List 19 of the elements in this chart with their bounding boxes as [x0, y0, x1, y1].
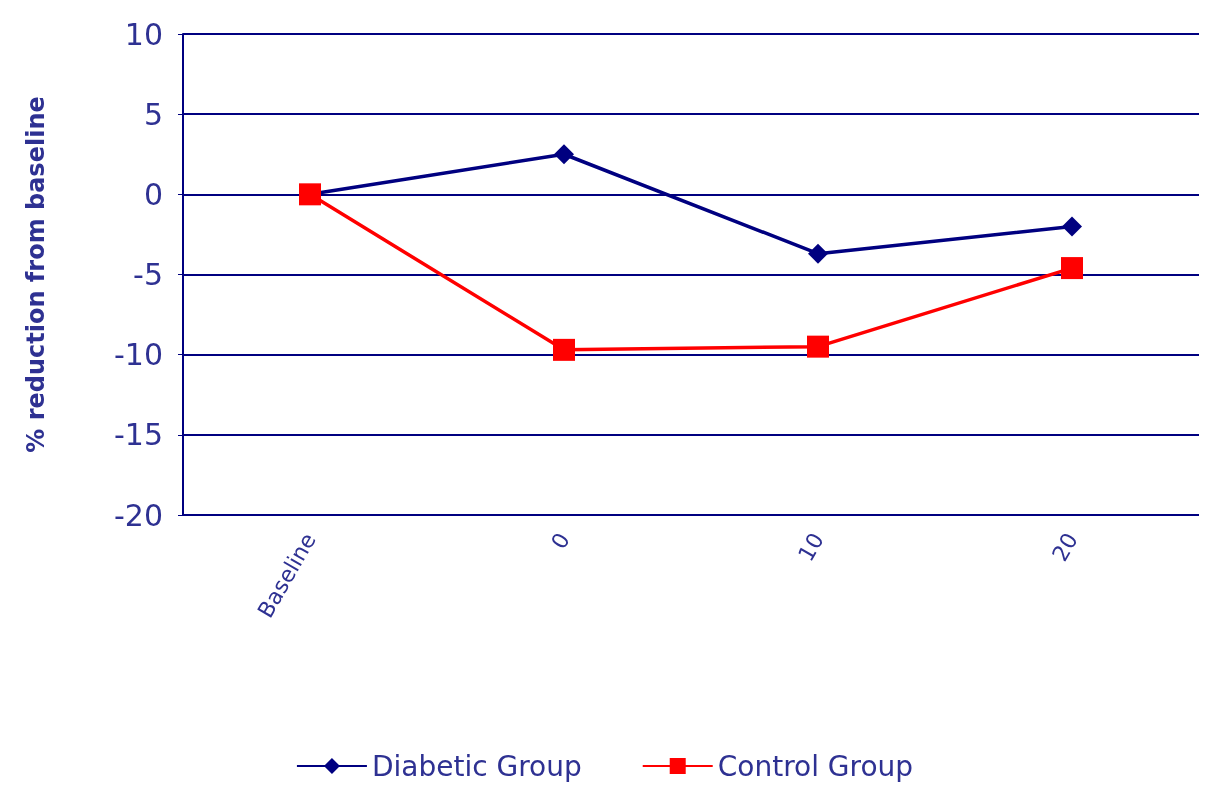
point	[554, 144, 574, 165]
y-tick-label: -20	[114, 497, 163, 533]
y-tick-label: 10	[124, 16, 163, 52]
point	[808, 243, 828, 264]
legend-label: Diabetic Group	[371, 749, 582, 783]
y-axis-title: % reduction from baseline	[22, 96, 50, 453]
legend-label: Control Group	[717, 749, 914, 783]
y-tick-label: -15	[114, 417, 163, 453]
y-tick-label: 0	[143, 176, 163, 212]
point	[1061, 257, 1083, 280]
x-tick-label: 0	[546, 528, 575, 554]
y-tick-label: -10	[114, 337, 163, 373]
y-tick-label: 5	[143, 96, 163, 132]
x-tick-label: 10	[793, 528, 829, 566]
y-tick-label: -5	[133, 257, 163, 292]
x-tick-label: 20	[1047, 528, 1083, 566]
point	[1062, 216, 1082, 237]
point	[553, 338, 575, 361]
point	[807, 335, 829, 358]
